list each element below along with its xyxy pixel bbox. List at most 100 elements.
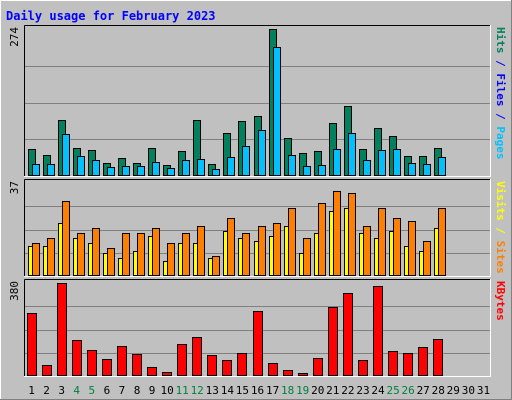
y-max-label: 37 xyxy=(8,181,21,194)
legend-part: Hits xyxy=(494,27,507,54)
bar-kbytes xyxy=(433,339,443,376)
bar-files xyxy=(363,160,371,176)
bar-kbytes xyxy=(177,344,187,376)
bar-files xyxy=(122,166,130,176)
bar-kbytes xyxy=(147,367,157,376)
x-tick-label: 9 xyxy=(149,384,156,397)
bar-sites xyxy=(152,228,160,276)
legend-part: Files xyxy=(494,73,507,106)
bar-kbytes xyxy=(237,353,247,376)
x-tick-label: 26 xyxy=(401,384,414,397)
y-max-label: 274 xyxy=(8,27,21,47)
bar-kbytes xyxy=(132,354,142,376)
x-tick-label: 31 xyxy=(477,384,490,397)
bar-sites xyxy=(393,218,401,276)
bar-files xyxy=(47,164,55,176)
bar-sites xyxy=(378,208,386,276)
bar-kbytes xyxy=(298,373,308,376)
x-tick-label: 17 xyxy=(266,384,279,397)
bar-sites xyxy=(348,193,356,276)
bar-sites xyxy=(92,228,100,276)
bar-kbytes xyxy=(373,286,383,376)
x-tick-label: 6 xyxy=(104,384,111,397)
bar-files xyxy=(77,156,85,176)
x-tick-label: 30 xyxy=(462,384,475,397)
bar-kbytes xyxy=(343,293,353,376)
x-tick-label: 12 xyxy=(191,384,204,397)
bar-sites xyxy=(423,241,431,276)
bar-files xyxy=(258,130,266,176)
x-tick-label: 16 xyxy=(251,384,264,397)
x-tick-label: 2 xyxy=(43,384,50,397)
x-tick-label: 5 xyxy=(88,384,95,397)
bar-sites xyxy=(137,233,145,276)
bar-sites xyxy=(197,226,205,276)
x-tick-label: 24 xyxy=(371,384,385,397)
bar-kbytes xyxy=(87,350,97,376)
bar-files xyxy=(408,163,416,176)
bar-files xyxy=(62,134,70,176)
bar-sites xyxy=(107,248,115,276)
bar-files xyxy=(303,166,311,176)
bar-sites xyxy=(408,221,416,276)
bar-sites xyxy=(62,201,70,276)
bar-sites xyxy=(303,238,311,276)
bar-kbytes xyxy=(102,359,112,376)
panel-2: 380 KBytes xyxy=(8,279,507,377)
x-tick-label: 23 xyxy=(356,384,369,397)
panel-legend-label: Hits / Files / Pages xyxy=(494,27,507,160)
bar-files xyxy=(393,149,401,176)
bar-files xyxy=(107,167,115,176)
x-tick-label: 10 xyxy=(160,384,173,397)
bar-sites xyxy=(438,208,446,276)
bar-files xyxy=(288,155,296,176)
bar-files xyxy=(242,146,250,176)
x-tick-label: 29 xyxy=(447,384,460,397)
bar-sites xyxy=(288,208,296,276)
x-tick-label: 11 xyxy=(176,384,189,397)
bar-sites xyxy=(212,256,220,276)
x-tick-label: 13 xyxy=(206,384,219,397)
legend-part: / xyxy=(494,54,507,74)
bar-kbytes xyxy=(72,340,82,376)
legend-part: Visits xyxy=(494,181,507,221)
bar-sites xyxy=(242,233,250,276)
bar-kbytes xyxy=(57,283,67,376)
bar-kbytes xyxy=(403,353,413,376)
bar-kbytes xyxy=(192,337,202,376)
bar-sites xyxy=(333,191,341,276)
bar-kbytes xyxy=(27,313,37,376)
bar-sites xyxy=(122,233,130,276)
bar-kbytes xyxy=(207,355,217,376)
bar-sites xyxy=(167,243,175,276)
bar-kbytes xyxy=(313,358,323,376)
legend-part: KBytes xyxy=(494,281,507,321)
bar-kbytes xyxy=(222,360,232,376)
legend-part: Sites xyxy=(494,241,507,274)
panel-0: 274 Hits / Files / Pages xyxy=(8,25,507,177)
legend-part: / xyxy=(494,221,507,241)
y-max-label: 380 xyxy=(8,281,21,301)
x-tick-label: 14 xyxy=(221,384,235,397)
bar-files xyxy=(197,159,205,176)
bar-sites xyxy=(32,243,40,276)
x-tick-label: 3 xyxy=(58,384,65,397)
panel-1: 37 Visits / Sites xyxy=(8,179,507,277)
panel-legend-label: Visits / Sites xyxy=(494,181,507,274)
bar-files xyxy=(423,164,431,176)
bar-sites xyxy=(273,223,281,276)
chart-title: Daily usage for February 2023 xyxy=(6,9,216,23)
bar-files xyxy=(92,160,100,176)
x-tick-label: 8 xyxy=(134,384,141,397)
x-tick-label: 19 xyxy=(296,384,309,397)
legend-part: / xyxy=(494,107,507,127)
x-tick-label: 21 xyxy=(326,384,339,397)
bar-kbytes xyxy=(388,351,398,376)
x-tick-label: 25 xyxy=(386,384,399,397)
legend-part: Pages xyxy=(494,126,507,159)
bar-sites xyxy=(182,233,190,276)
bar-kbytes xyxy=(42,365,52,376)
bar-files xyxy=(152,162,160,176)
bar-kbytes xyxy=(268,363,278,376)
